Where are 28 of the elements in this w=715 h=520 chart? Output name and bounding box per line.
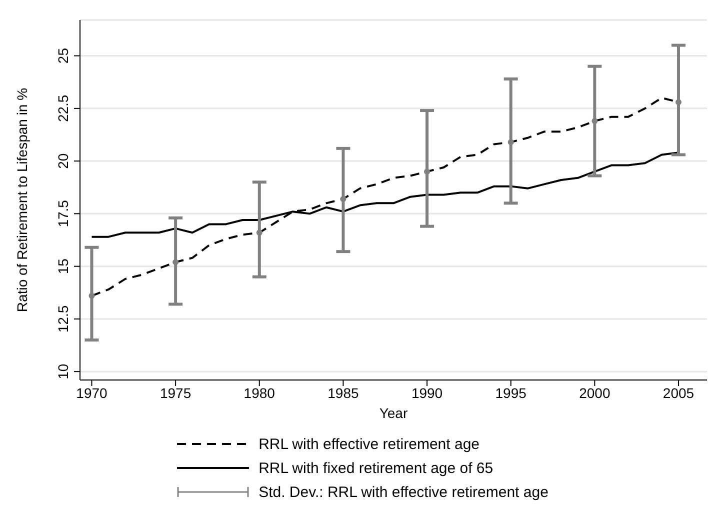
x-tick-label: 2005 [662,384,694,401]
y-tick-label: 17.5 [55,200,71,228]
x-tick-label: 1980 [244,384,276,401]
point [172,259,179,266]
legend-label: RRL with fixed retirement age of 65 [258,460,494,476]
y-tick-label: 20 [55,153,71,169]
y-tick-label: 12.5 [55,305,71,333]
legend-label: RRL with effective retirement age [258,436,480,452]
y-tick-label: 15 [55,258,71,274]
point [508,139,514,146]
x-tick-label: 2000 [579,384,610,401]
point [424,168,430,175]
y-tick-label: 22.5 [55,94,71,122]
x-tick-label: 1995 [495,384,527,401]
x-tick-label: 1970 [76,384,108,401]
point [88,292,95,299]
y-tick-label: 10 [55,364,71,380]
y-tick-label: 25 [55,48,71,64]
point [340,196,346,202]
y-axis-title: Ratio of Retirement to Lifespan in % [14,88,30,312]
point [256,230,262,236]
x-tick-label: 1985 [328,384,359,401]
point [592,118,598,124]
point [676,99,682,106]
x-tick-label: 1975 [160,384,192,401]
x-tick-label: 1990 [411,384,443,401]
legend-label: Std. Dev.: RRL with effective retirement age [258,484,548,500]
x-axis-title: Year [379,405,408,421]
